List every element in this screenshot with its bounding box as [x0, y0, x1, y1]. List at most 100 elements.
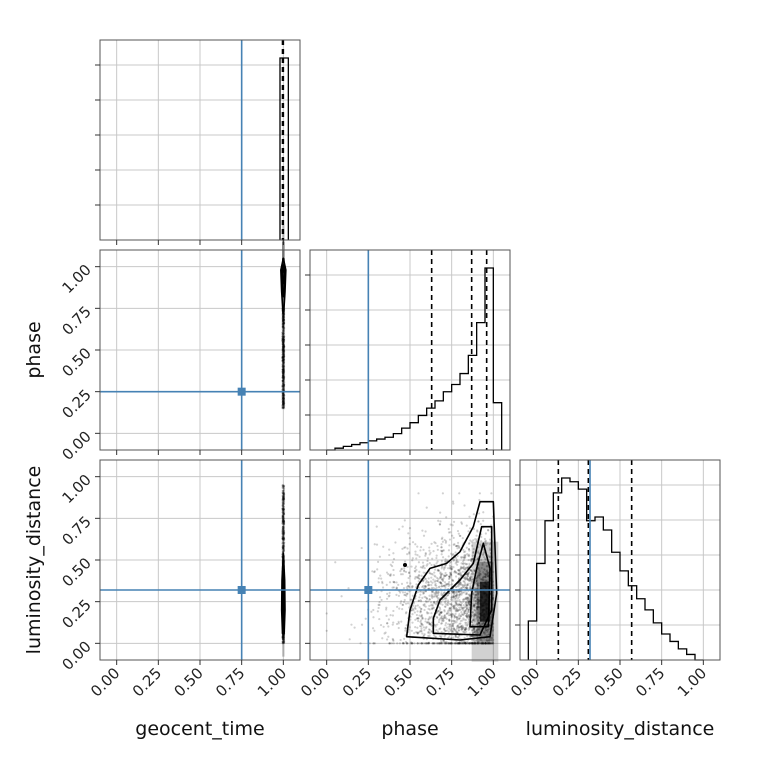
- scatter-point: [281, 545, 284, 548]
- scatter-point: [475, 579, 478, 583]
- scatter-point: [282, 316, 285, 319]
- scatter-point: [282, 383, 285, 387]
- x-axis-title-luminosity-distance: luminosity_distance: [526, 718, 715, 740]
- scatter-point: [484, 642, 487, 645]
- scatter-point: [281, 319, 284, 322]
- scatter-point: [439, 581, 442, 584]
- scatter-point: [424, 552, 427, 555]
- scatter-point: [427, 617, 430, 620]
- scatter-point: [419, 611, 422, 614]
- scatter-point: [281, 497, 285, 500]
- scatter-point: [282, 366, 285, 369]
- scatter-point: [282, 365, 285, 369]
- scatter-point: [484, 573, 487, 577]
- scatter-point: [486, 639, 489, 642]
- scatter-point: [472, 624, 475, 627]
- scatter-point: [427, 581, 430, 584]
- scatter-point: [433, 602, 437, 605]
- scatter-point: [347, 587, 350, 590]
- scatter-point: [475, 577, 478, 580]
- scatter-point: [282, 397, 285, 400]
- scatter-point: [281, 363, 284, 366]
- scatter-point: [405, 594, 408, 597]
- scatter-point: [422, 642, 425, 645]
- scatter-point: [282, 401, 285, 404]
- scatter-point: [282, 404, 285, 407]
- scatter-point: [424, 587, 427, 590]
- scatter-point: [281, 384, 284, 387]
- scatter-point: [476, 582, 479, 585]
- scatter-point: [464, 627, 467, 630]
- scatter-point: [281, 350, 284, 353]
- scatter-point: [488, 549, 491, 552]
- scatter-point: [282, 379, 285, 382]
- scatter-point: [282, 400, 286, 403]
- scatter-point: [282, 324, 285, 327]
- scatter-point: [334, 561, 337, 564]
- scatter-point: [456, 563, 459, 566]
- scatter-point: [490, 615, 493, 618]
- scatter-point: [489, 642, 492, 645]
- scatter-point: [443, 605, 447, 608]
- scatter-point: [451, 624, 455, 627]
- scatter-point: [455, 616, 458, 619]
- scatter-point: [484, 642, 487, 645]
- scatter-point: [483, 642, 486, 645]
- scatter-point: [282, 497, 285, 500]
- scatter-point: [282, 323, 285, 326]
- scatter-point: [421, 632, 424, 635]
- scatter-point: [423, 633, 426, 636]
- scatter-point: [282, 327, 286, 330]
- scatter-point: [467, 600, 470, 604]
- scatter-point: [473, 640, 476, 644]
- scatter-point: [282, 507, 285, 510]
- scatter-point: [464, 597, 467, 601]
- scatter-point: [282, 385, 286, 388]
- scatter-point: [414, 553, 417, 556]
- scatter-point: [456, 547, 459, 550]
- scatter-point: [391, 637, 394, 641]
- scatter-point: [439, 642, 443, 645]
- scatter-point: [281, 348, 285, 351]
- truth-marker: [237, 387, 246, 396]
- scatter-point: [452, 636, 455, 639]
- scatter-point: [452, 565, 455, 569]
- scatter-point: [455, 594, 458, 597]
- scatter-point: [282, 548, 285, 551]
- scatter-point: [282, 519, 285, 522]
- scatter-point: [282, 398, 286, 401]
- scatter-point: [460, 522, 464, 525]
- scatter-point: [464, 628, 467, 631]
- scatter-point: [282, 636, 285, 639]
- scatter-point: [281, 343, 284, 346]
- scatter-point: [476, 584, 479, 587]
- scatter-point: [490, 642, 494, 645]
- scatter-point: [282, 531, 285, 534]
- scatter-point: [464, 550, 467, 553]
- scatter-point: [416, 632, 420, 635]
- scatter-point: [467, 554, 470, 557]
- scatter-point: [411, 594, 414, 597]
- scatter-point: [465, 615, 469, 618]
- scatter-point: [430, 576, 433, 579]
- scatter-point: [473, 609, 477, 612]
- scatter-point: [282, 358, 285, 361]
- scatter-point: [433, 642, 436, 645]
- scatter-point: [391, 623, 394, 626]
- y-tick-label-2: 0.50: [58, 344, 94, 380]
- scatter-point: [485, 558, 488, 561]
- scatter-point: [452, 596, 455, 599]
- scatter-point: [457, 609, 460, 612]
- scatter-point: [477, 512, 481, 515]
- scatter-point: [441, 579, 445, 583]
- scatter-point: [282, 384, 286, 388]
- scatter-point: [445, 640, 448, 644]
- scatter-point: [427, 612, 430, 615]
- scatter-point: [454, 629, 457, 633]
- scatter-point: [282, 377, 285, 380]
- scatter-point: [281, 537, 284, 540]
- contour-2: [282, 595, 285, 621]
- scatter-point: [282, 515, 285, 518]
- scatter-point: [282, 335, 285, 338]
- scatter-point: [282, 366, 285, 370]
